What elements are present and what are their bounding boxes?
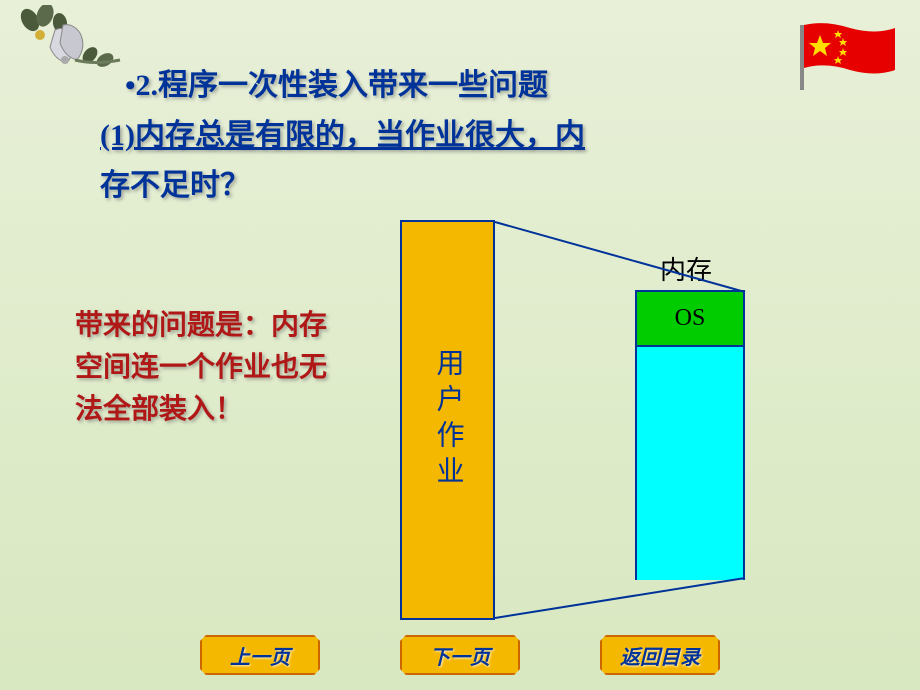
- next-label: 下一页: [430, 641, 490, 670]
- back-label: 返回目录: [620, 641, 700, 670]
- prev-button[interactable]: 上一页: [200, 635, 320, 675]
- prev-label: 上一页: [230, 641, 290, 670]
- user-job-label: 用户作业: [428, 348, 468, 492]
- back-button[interactable]: 返回目录: [600, 635, 720, 675]
- os-partition: OS: [637, 292, 743, 347]
- red-line-2: 空间连一个作业也无: [75, 347, 327, 389]
- memory-label: 内存: [660, 250, 712, 287]
- title-line-2: (1)内存总是有限的，当作业很大，内: [100, 110, 585, 154]
- bell-decoration: [15, 5, 135, 85]
- red-line-3: 法全部装入！: [75, 389, 327, 431]
- problem-text: 带来的问题是：内存 空间连一个作业也无 法全部装入！: [75, 305, 327, 431]
- next-button[interactable]: 下一页: [400, 635, 520, 675]
- title-line-1: •2.程序一次性装入带来一些问题: [125, 60, 548, 104]
- os-label: OS: [675, 305, 706, 332]
- user-partition: [637, 347, 743, 580]
- china-flag: [800, 20, 900, 90]
- user-job-box: 用户作业: [400, 220, 495, 620]
- memory-box: OS: [635, 290, 745, 580]
- red-line-1: 带来的问题是：内存: [75, 305, 327, 347]
- title-line-3: 存不足时？: [100, 160, 250, 204]
